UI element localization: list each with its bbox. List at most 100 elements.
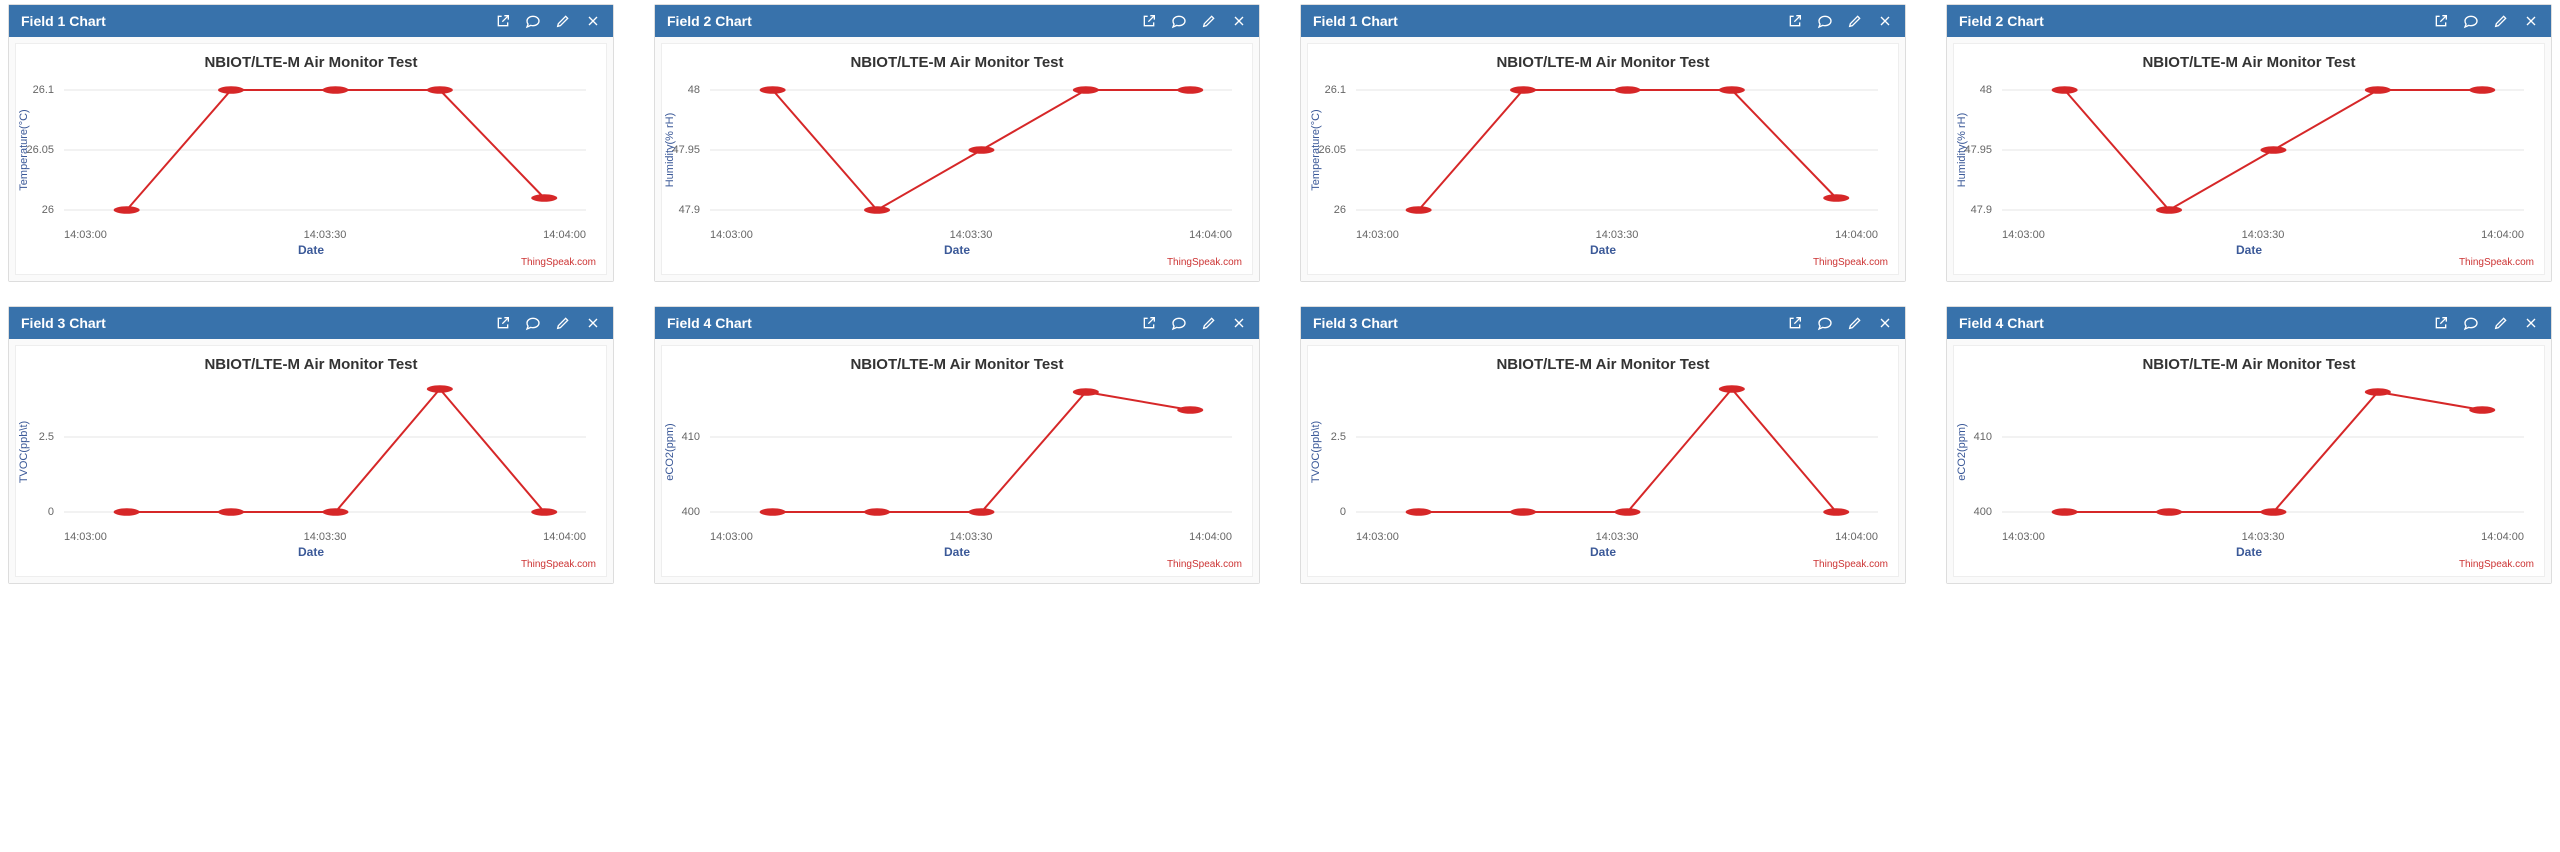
- edit-icon[interactable]: [1847, 13, 1863, 29]
- open-icon[interactable]: [1141, 315, 1157, 331]
- chart-credit[interactable]: ThingSpeak.com: [662, 257, 1252, 274]
- panel-title: Field 1 Chart: [1313, 13, 1398, 29]
- chart-plot: [710, 75, 1232, 225]
- x-axis-label: Date: [1308, 243, 1898, 257]
- y-tick-label: 26: [1334, 204, 1346, 216]
- chart-credit[interactable]: ThingSpeak.com: [16, 559, 606, 576]
- chart-credit[interactable]: ThingSpeak.com: [1954, 257, 2544, 274]
- close-icon[interactable]: [1231, 13, 1247, 29]
- x-axis-label: Date: [662, 545, 1252, 559]
- y-tick-label: 47.95: [672, 144, 700, 156]
- open-icon[interactable]: [1787, 315, 1803, 331]
- x-tick-label: 14:04:00: [1189, 531, 1232, 543]
- chart-credit[interactable]: ThingSpeak.com: [16, 257, 606, 274]
- comment-icon[interactable]: [525, 315, 541, 331]
- panel-header: Field 3 Chart: [9, 307, 613, 339]
- comment-icon[interactable]: [525, 13, 541, 29]
- chart-plot: [2002, 377, 2524, 527]
- chart-panel: Field 3 Chart NBIOT/LTE-M Air Monitor Tes…: [1300, 306, 1906, 584]
- edit-icon[interactable]: [2493, 13, 2509, 29]
- edit-icon[interactable]: [555, 13, 571, 29]
- edit-icon[interactable]: [1847, 315, 1863, 331]
- panel-body: NBIOT/LTE-M Air Monitor TestTVOC(ppb\t)2…: [9, 339, 613, 583]
- comment-icon[interactable]: [2463, 315, 2479, 331]
- close-icon[interactable]: [2523, 13, 2539, 29]
- chart-card: NBIOT/LTE-M Air Monitor TestHumidity(% r…: [661, 43, 1253, 275]
- x-tick-label: 14:04:00: [1189, 229, 1232, 241]
- x-tick-label: 14:04:00: [2481, 229, 2524, 241]
- comment-icon[interactable]: [1817, 13, 1833, 29]
- x-axis-label: Date: [1954, 243, 2544, 257]
- open-icon[interactable]: [1141, 13, 1157, 29]
- x-tick-label: 14:03:00: [64, 531, 107, 543]
- close-icon[interactable]: [2523, 315, 2539, 331]
- y-tick-label: 2.5: [39, 431, 54, 443]
- x-tick-label: 14:03:30: [1596, 229, 1639, 241]
- open-icon[interactable]: [2433, 13, 2449, 29]
- chart-card: NBIOT/LTE-M Air Monitor TestTemperature(…: [15, 43, 607, 275]
- chart-credit[interactable]: ThingSpeak.com: [1954, 559, 2544, 576]
- panel-title: Field 3 Chart: [21, 315, 106, 331]
- panel-actions: [1141, 13, 1247, 29]
- open-icon[interactable]: [2433, 315, 2449, 331]
- close-icon[interactable]: [585, 13, 601, 29]
- panel-header: Field 4 Chart: [655, 307, 1259, 339]
- open-icon[interactable]: [495, 13, 511, 29]
- x-ticks: 14:03:0014:03:3014:04:00: [64, 531, 586, 543]
- y-tick-label: 47.95: [1964, 144, 1992, 156]
- chart-credit[interactable]: ThingSpeak.com: [1308, 559, 1898, 576]
- y-ticks: 410400: [662, 377, 706, 527]
- edit-icon[interactable]: [1201, 13, 1217, 29]
- chart-credit[interactable]: ThingSpeak.com: [662, 559, 1252, 576]
- y-tick-label: 410: [682, 431, 700, 443]
- close-icon[interactable]: [1877, 13, 1893, 29]
- chart-plot: [64, 377, 586, 527]
- comment-icon[interactable]: [1171, 13, 1187, 29]
- x-tick-label: 14:03:00: [2002, 531, 2045, 543]
- close-icon[interactable]: [585, 315, 601, 331]
- open-icon[interactable]: [495, 315, 511, 331]
- x-tick-label: 14:03:00: [1356, 229, 1399, 241]
- close-icon[interactable]: [1877, 315, 1893, 331]
- panel-header: Field 1 Chart: [9, 5, 613, 37]
- chart-plot: [1356, 75, 1878, 225]
- x-tick-label: 14:04:00: [1835, 531, 1878, 543]
- comment-icon[interactable]: [1817, 315, 1833, 331]
- panel-header: Field 2 Chart: [655, 5, 1259, 37]
- comment-icon[interactable]: [2463, 13, 2479, 29]
- x-tick-label: 14:03:00: [710, 531, 753, 543]
- open-icon[interactable]: [1787, 13, 1803, 29]
- x-ticks: 14:03:0014:03:3014:04:00: [710, 229, 1232, 241]
- panel-title: Field 4 Chart: [1959, 315, 2044, 331]
- chart-credit[interactable]: ThingSpeak.com: [1308, 257, 1898, 274]
- chart-card: NBIOT/LTE-M Air Monitor TestTVOC(ppb\t)2…: [1307, 345, 1899, 577]
- panel-header: Field 1 Chart: [1301, 5, 1905, 37]
- chart-panel: Field 4 ChartNBIOT/LTE-M Air Monitor Tes…: [654, 306, 1260, 584]
- panel-header: Field 3 Chart: [1301, 307, 1905, 339]
- chart-plot: [64, 75, 586, 225]
- chart-plot-svg: [64, 377, 586, 527]
- edit-icon[interactable]: [2493, 315, 2509, 331]
- edit-icon[interactable]: [1201, 315, 1217, 331]
- comment-icon[interactable]: [1171, 315, 1187, 331]
- chart-card: NBIOT/LTE-M Air Monitor TesteCO2(ppm)410…: [1953, 345, 2545, 577]
- y-tick-label: 26.1: [33, 84, 54, 96]
- x-tick-label: 14:03:00: [710, 229, 753, 241]
- x-tick-label: 14:03:30: [2242, 531, 2285, 543]
- y-tick-label: 48: [1980, 84, 1992, 96]
- y-tick-label: 48: [688, 84, 700, 96]
- y-tick-label: 2.5: [1331, 431, 1346, 443]
- x-tick-label: 14:03:00: [64, 229, 107, 241]
- x-ticks: 14:03:0014:03:3014:04:00: [710, 531, 1232, 543]
- chart-title: NBIOT/LTE-M Air Monitor Test: [1308, 346, 1898, 377]
- y-tick-label: 26.05: [26, 144, 54, 156]
- chart-card: NBIOT/LTE-M Air Monitor TestTemperature(…: [1307, 43, 1899, 275]
- chart-card: NBIOT/LTE-M Air Monitor TestHumidity(% r…: [1953, 43, 2545, 275]
- x-axis-label: Date: [662, 243, 1252, 257]
- panel-title: Field 2 Chart: [1959, 13, 2044, 29]
- x-axis-label: Date: [16, 545, 606, 559]
- edit-icon[interactable]: [555, 315, 571, 331]
- close-icon[interactable]: [1231, 315, 1247, 331]
- chart-title: NBIOT/LTE-M Air Monitor Test: [1954, 346, 2544, 377]
- x-tick-label: 14:04:00: [543, 229, 586, 241]
